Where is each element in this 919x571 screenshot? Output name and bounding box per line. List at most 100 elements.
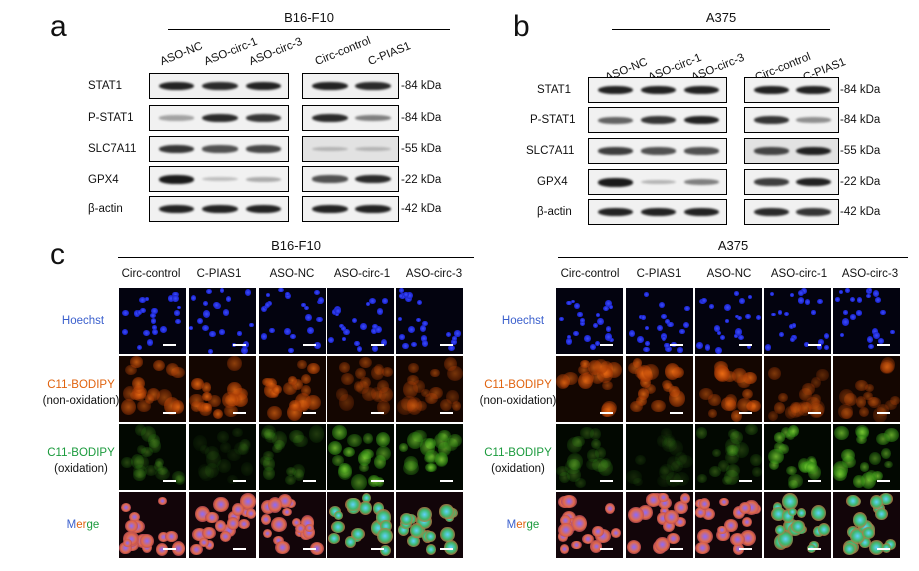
row-label-c11-non-oxidation: C11-BODIPY (non-oxidation): [42, 378, 120, 409]
kda-marker: -55 kDa: [401, 143, 442, 155]
blot-strip: [744, 199, 839, 225]
kda-marker: -22 kDa: [840, 176, 881, 188]
column-label: ASO-circ-1: [333, 268, 391, 280]
row-label-merge: Merge: [48, 518, 118, 534]
cell: [221, 391, 237, 408]
cell: [281, 507, 292, 516]
cell: [659, 302, 666, 309]
cell: [308, 425, 325, 443]
cell: [218, 329, 225, 335]
scale-bar: [163, 344, 176, 346]
protein-band: [158, 174, 195, 184]
blot-strip: [149, 196, 289, 222]
blot-row-label: GPX4: [537, 176, 568, 188]
cell: [589, 344, 596, 351]
protein-band: [597, 85, 634, 95]
cell: [645, 325, 650, 330]
cell: [877, 404, 890, 416]
blot-strip: [149, 166, 289, 192]
kda-marker: -22 kDa: [401, 174, 442, 186]
cell: [580, 427, 595, 439]
cell: [873, 331, 880, 340]
cell: [719, 498, 730, 507]
scale-bar: [600, 480, 613, 482]
cell: [160, 326, 168, 333]
cell: [768, 459, 779, 470]
cell: [684, 306, 690, 312]
protein-band: [158, 115, 195, 121]
cell: [775, 525, 785, 536]
micrograph-orange: [764, 356, 831, 422]
cell: [284, 291, 290, 297]
cell: [274, 439, 285, 450]
cell: [437, 429, 451, 441]
protein-band: [683, 85, 720, 95]
cell: [665, 346, 673, 352]
cell: [586, 458, 600, 471]
cell: [701, 298, 708, 304]
cell: [417, 300, 423, 306]
panel-label-a: a: [50, 10, 67, 43]
cell: [723, 304, 731, 312]
c11-bodipy-label: C11-BODIPY: [47, 447, 115, 459]
cell: [245, 289, 252, 296]
cell: [310, 542, 325, 556]
cell: [222, 308, 230, 316]
cell: [768, 410, 779, 422]
cell: [645, 493, 662, 507]
cell: [579, 320, 586, 327]
cell: [284, 327, 292, 336]
cell: [205, 446, 220, 461]
cell: [786, 465, 798, 475]
cell: [122, 538, 133, 548]
protein-band: [640, 115, 677, 125]
cell: [448, 344, 456, 351]
protein-band: [753, 178, 789, 186]
cell: [345, 536, 357, 548]
cell: [263, 467, 276, 480]
cell: [213, 301, 220, 309]
micrograph-orange: [259, 356, 326, 422]
cell: [217, 430, 230, 443]
cell: [331, 425, 348, 440]
cell: [591, 438, 601, 449]
kda-marker: -42 kDa: [401, 203, 442, 215]
cell: [724, 319, 730, 323]
scale-bar: [739, 480, 752, 482]
cell: [566, 468, 582, 483]
cell: [293, 469, 304, 481]
merge-letter: M: [66, 519, 77, 531]
merge-letter: r: [82, 519, 87, 531]
cell: [451, 339, 458, 345]
micrograph-orange: [189, 356, 256, 422]
cell: [773, 402, 785, 415]
scale-bar: [670, 412, 683, 414]
cell: [884, 460, 894, 469]
cell: [208, 394, 221, 407]
cell: [673, 501, 688, 515]
cell: [864, 384, 874, 392]
cell: [245, 508, 256, 519]
scale-bar: [371, 344, 384, 346]
protein-band: [597, 207, 634, 217]
protein-band: [753, 147, 789, 155]
protein-band: [355, 204, 392, 214]
panel-label-c: c: [50, 238, 65, 271]
cell: [202, 325, 210, 332]
panel-b-title: A375: [705, 10, 737, 25]
cell: [263, 451, 274, 460]
cell: [260, 456, 271, 467]
lane-label: C-PIAS1: [366, 40, 413, 68]
cell: [146, 339, 154, 347]
cell: [783, 311, 789, 316]
cell: [375, 325, 382, 333]
scale-bar: [303, 412, 316, 414]
cell: [125, 365, 137, 376]
cell: [359, 500, 373, 516]
cell: [713, 325, 720, 332]
cell: [660, 314, 667, 320]
cell: [261, 424, 276, 438]
panel-b-title-rule: [612, 29, 830, 30]
panel-c-left-title-rule: [118, 257, 474, 258]
cell: [341, 373, 355, 386]
